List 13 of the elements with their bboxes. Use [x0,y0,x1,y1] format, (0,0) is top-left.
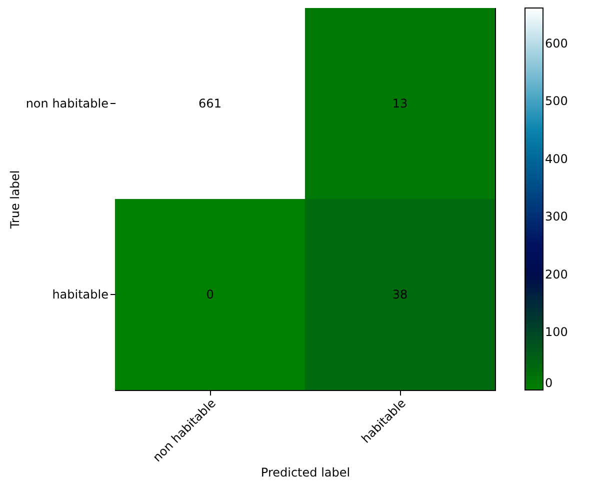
color-bar-label: 500 [545,94,568,108]
color-bar-label: 300 [545,210,568,224]
color-bar-label: 200 [545,267,568,282]
data-label: 38 [392,288,408,302]
data-label: 0 [206,288,214,302]
y-axis-title: True label [8,170,22,230]
data-label: 661 [198,96,222,110]
color-bar-label: 400 [545,152,568,166]
color-bar-label: 600 [545,36,568,50]
x-axis-title: Predicted label [260,466,350,480]
color-bar-label: 0 [545,376,553,390]
color-bar-label: 100 [545,325,568,340]
data-label: 13 [392,96,408,110]
